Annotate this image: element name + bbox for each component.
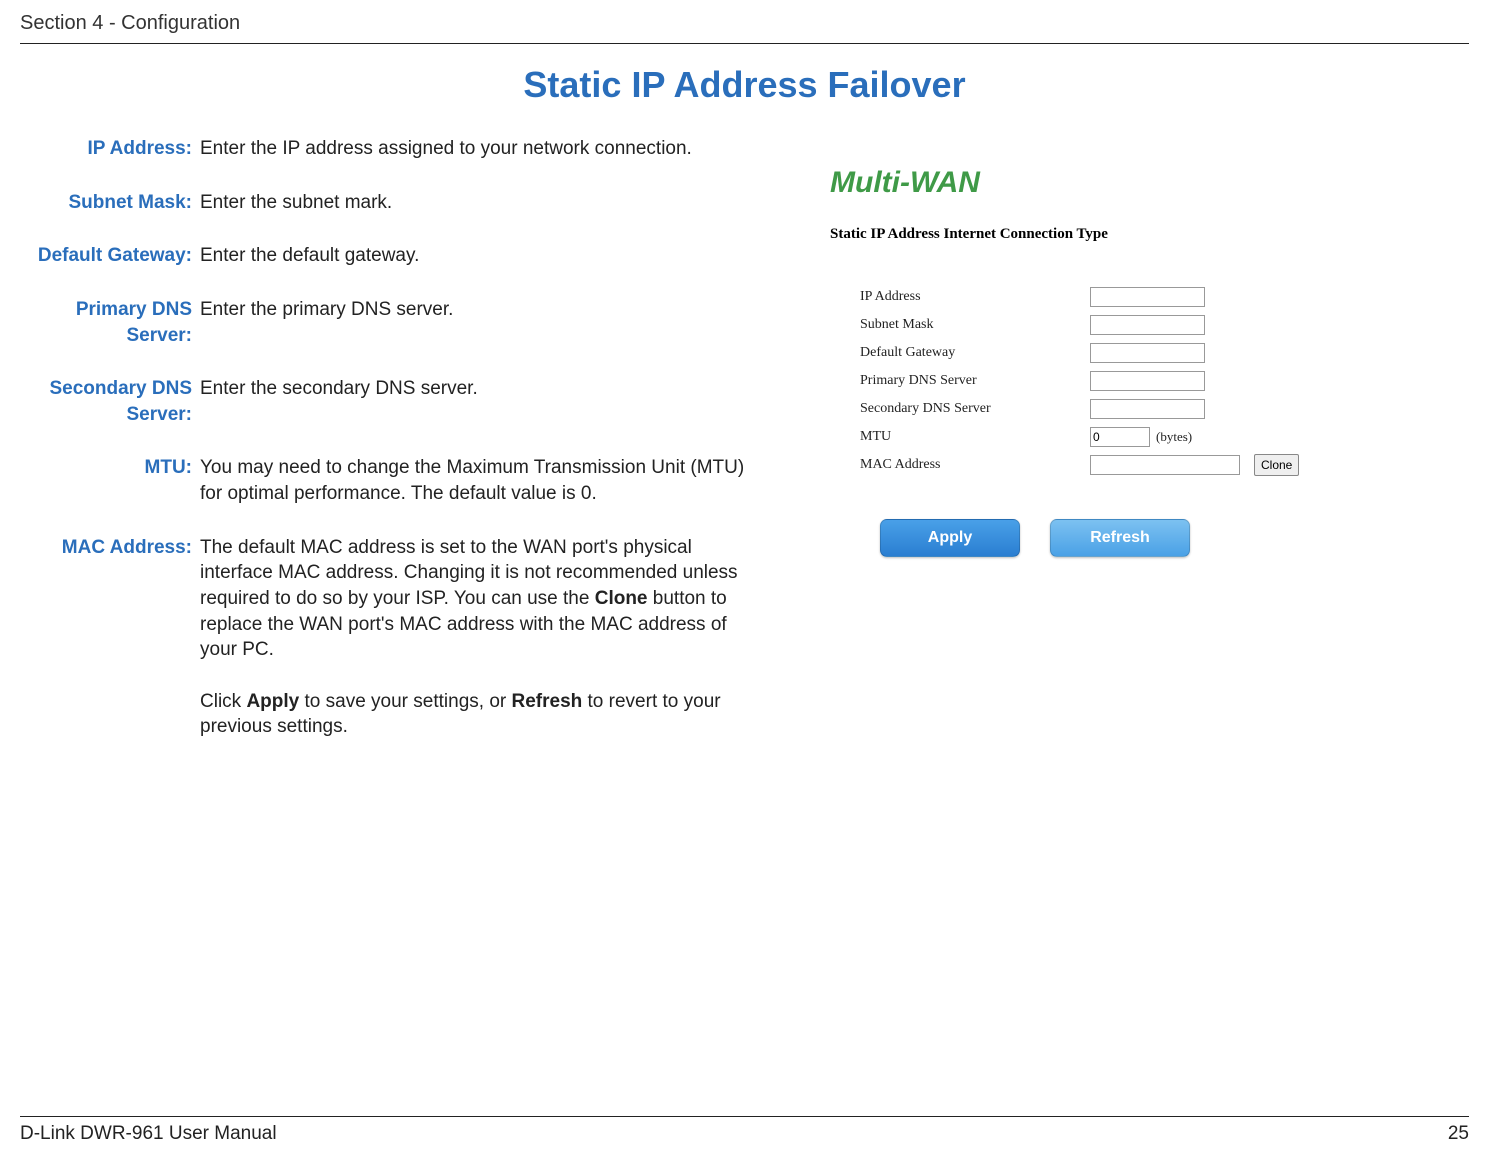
- def-label: Primary DNS Server:: [20, 297, 200, 348]
- def-text: The default MAC address is set to the WA…: [200, 535, 760, 740]
- label-dns1: Primary DNS Server: [860, 373, 1090, 389]
- def-mac: MAC Address: The default MAC address is …: [20, 535, 760, 740]
- mac-input[interactable]: [1090, 455, 1240, 475]
- def-label: Secondary DNS Server:: [20, 376, 200, 427]
- label-mac: MAC Address: [860, 457, 1090, 473]
- label-mask: Subnet Mask: [860, 317, 1090, 333]
- dns2-input[interactable]: [1090, 399, 1205, 419]
- note-pre: Click: [200, 691, 246, 712]
- footer-left: D-Link DWR-961 User Manual: [20, 1123, 277, 1145]
- clone-button[interactable]: Clone: [1254, 454, 1299, 476]
- label-gw: Default Gateway: [860, 345, 1090, 361]
- mtu-input[interactable]: [1090, 427, 1150, 447]
- def-gw: Default Gateway: Enter the default gatew…: [20, 243, 760, 269]
- def-text: Enter the default gateway.: [200, 243, 760, 269]
- multiwan-brand: Multi-WAN: [780, 136, 1480, 208]
- mask-input[interactable]: [1090, 315, 1205, 335]
- gw-input[interactable]: [1090, 343, 1205, 363]
- row-mtu: MTU (bytes): [860, 423, 1480, 451]
- row-gw: Default Gateway: [860, 339, 1480, 367]
- row-mask: Subnet Mask: [860, 311, 1480, 339]
- page-title: Static IP Address Failover: [20, 64, 1469, 106]
- note-mid: to save your settings, or: [299, 691, 511, 712]
- label-ip: IP Address: [860, 289, 1090, 305]
- label-dns2: Secondary DNS Server: [860, 401, 1090, 417]
- section-header: Section 4 - Configuration: [20, 0, 1469, 44]
- def-dns1: Primary DNS Server: Enter the primary DN…: [20, 297, 760, 348]
- content-row: IP Address: Enter the IP address assigne…: [20, 136, 1469, 768]
- note-b1: Apply: [246, 691, 299, 712]
- mac-bold: Clone: [595, 588, 648, 609]
- row-mac: MAC Address Clone: [860, 451, 1480, 479]
- note-b2: Refresh: [512, 691, 583, 712]
- def-label: Subnet Mask:: [20, 190, 200, 216]
- button-row: Apply Refresh: [780, 479, 1480, 587]
- dns1-input[interactable]: [1090, 371, 1205, 391]
- def-label: MTU:: [20, 455, 200, 506]
- form-area: IP Address Subnet Mask Default Gateway P…: [780, 283, 1480, 479]
- ip-input[interactable]: [1090, 287, 1205, 307]
- screenshot-column: Multi-WAN Static IP Address Internet Con…: [760, 136, 1480, 768]
- def-label: Default Gateway:: [20, 243, 200, 269]
- def-mtu: MTU: You may need to change the Maximum …: [20, 455, 760, 506]
- def-text: Enter the secondary DNS server.: [200, 376, 760, 427]
- def-text: Enter the primary DNS server.: [200, 297, 760, 348]
- def-text: Enter the subnet mark.: [200, 190, 760, 216]
- row-dns2: Secondary DNS Server: [860, 395, 1480, 423]
- refresh-button[interactable]: Refresh: [1050, 519, 1190, 557]
- apply-button[interactable]: Apply: [880, 519, 1020, 557]
- definitions-column: IP Address: Enter the IP address assigne…: [20, 136, 760, 768]
- page-footer: D-Link DWR-961 User Manual 25: [20, 1116, 1469, 1145]
- def-label: IP Address:: [20, 136, 200, 162]
- def-dns2: Secondary DNS Server: Enter the secondar…: [20, 376, 760, 427]
- def-ip: IP Address: Enter the IP address assigne…: [20, 136, 760, 162]
- def-text: Enter the IP address assigned to your ne…: [200, 136, 760, 162]
- def-text: You may need to change the Maximum Trans…: [200, 455, 760, 506]
- footer-right: 25: [1448, 1123, 1469, 1145]
- multiwan-subtitle: Static IP Address Internet Connection Ty…: [780, 208, 1480, 283]
- mtu-suffix: (bytes): [1156, 429, 1192, 445]
- label-mtu: MTU: [860, 429, 1090, 445]
- router-screenshot: Multi-WAN Static IP Address Internet Con…: [780, 136, 1480, 587]
- row-dns1: Primary DNS Server: [860, 367, 1480, 395]
- row-ip: IP Address: [860, 283, 1480, 311]
- def-label: MAC Address:: [20, 535, 200, 740]
- def-mask: Subnet Mask: Enter the subnet mark.: [20, 190, 760, 216]
